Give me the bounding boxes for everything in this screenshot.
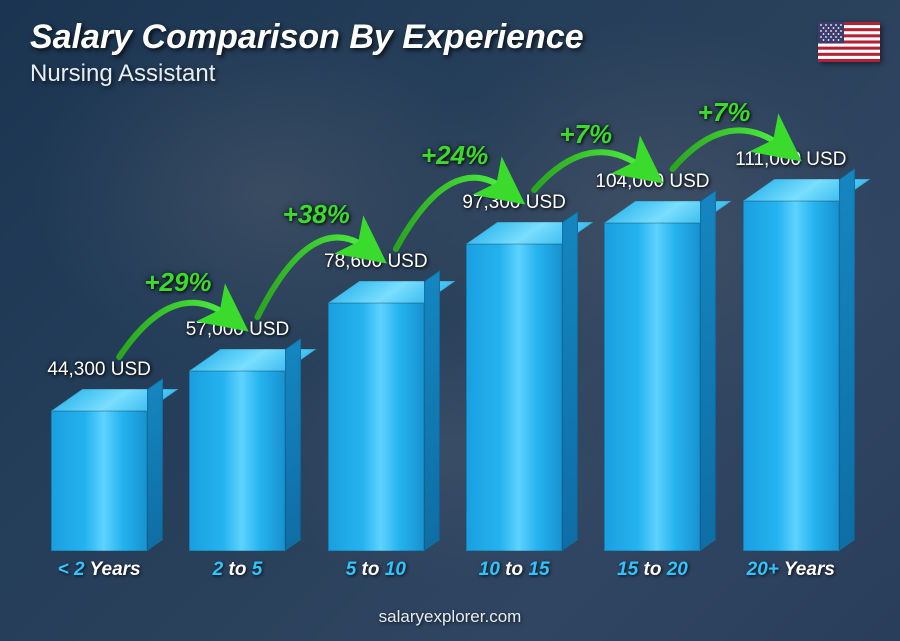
- bar: [328, 303, 424, 551]
- bar: [743, 201, 839, 551]
- bar-side-face: [700, 190, 716, 551]
- bar-side-face: [147, 378, 163, 551]
- bar-front-face: [743, 201, 839, 551]
- bar: [604, 223, 700, 551]
- delta-label: +7%: [559, 119, 612, 150]
- bar-category-label: 20+ Years: [691, 559, 891, 581]
- delta-label: +7%: [698, 97, 751, 128]
- bar-front-face: [604, 223, 700, 551]
- page-subtitle: Nursing Assistant: [30, 60, 215, 88]
- chart-area: 44,300 USD< 2 Years57,000 USD2 to 578,60…: [30, 100, 860, 581]
- bar-slot: 44,300 USD< 2 Years: [30, 411, 168, 551]
- bar-value-label: 57,000 USD: [157, 319, 317, 341]
- bar-front-face: [189, 371, 285, 551]
- bar-side-face: [839, 168, 855, 551]
- bar-side-face: [562, 211, 578, 551]
- bar-front-face: [328, 303, 424, 551]
- bar-value-label: 44,300 USD: [19, 359, 179, 381]
- bar-slot: 97,300 USD10 to 15: [445, 244, 583, 551]
- delta-label: +24%: [421, 140, 488, 171]
- bar-slot: 78,600 USD5 to 10: [307, 303, 445, 551]
- bar-slot: 111,000 USD20+ Years: [722, 201, 860, 551]
- bar-front-face: [466, 244, 562, 551]
- bar: [466, 244, 562, 551]
- page-title: Salary Comparison By Experience: [30, 18, 584, 57]
- bar-value-label: 111,000 USD: [711, 149, 871, 171]
- bar-side-face: [424, 270, 440, 551]
- us-flag-icon: [818, 22, 880, 62]
- bar-value-label: 78,600 USD: [296, 251, 456, 273]
- bar-front-face: [51, 411, 147, 551]
- bar: [189, 371, 285, 551]
- bar-slot: 104,000 USD15 to 20: [583, 223, 721, 551]
- bar-side-face: [285, 338, 301, 551]
- bar: [51, 411, 147, 551]
- bar-slot: 57,000 USD2 to 5: [168, 371, 306, 551]
- footer-site: salaryexplorer.com: [0, 607, 900, 627]
- chart-stage: Salary Comparison By Experience Nursing …: [0, 0, 900, 641]
- bar-value-label: 104,000 USD: [572, 171, 732, 193]
- delta-label: +38%: [283, 199, 350, 230]
- bar-value-label: 97,300 USD: [434, 192, 594, 214]
- delta-label: +29%: [144, 267, 211, 298]
